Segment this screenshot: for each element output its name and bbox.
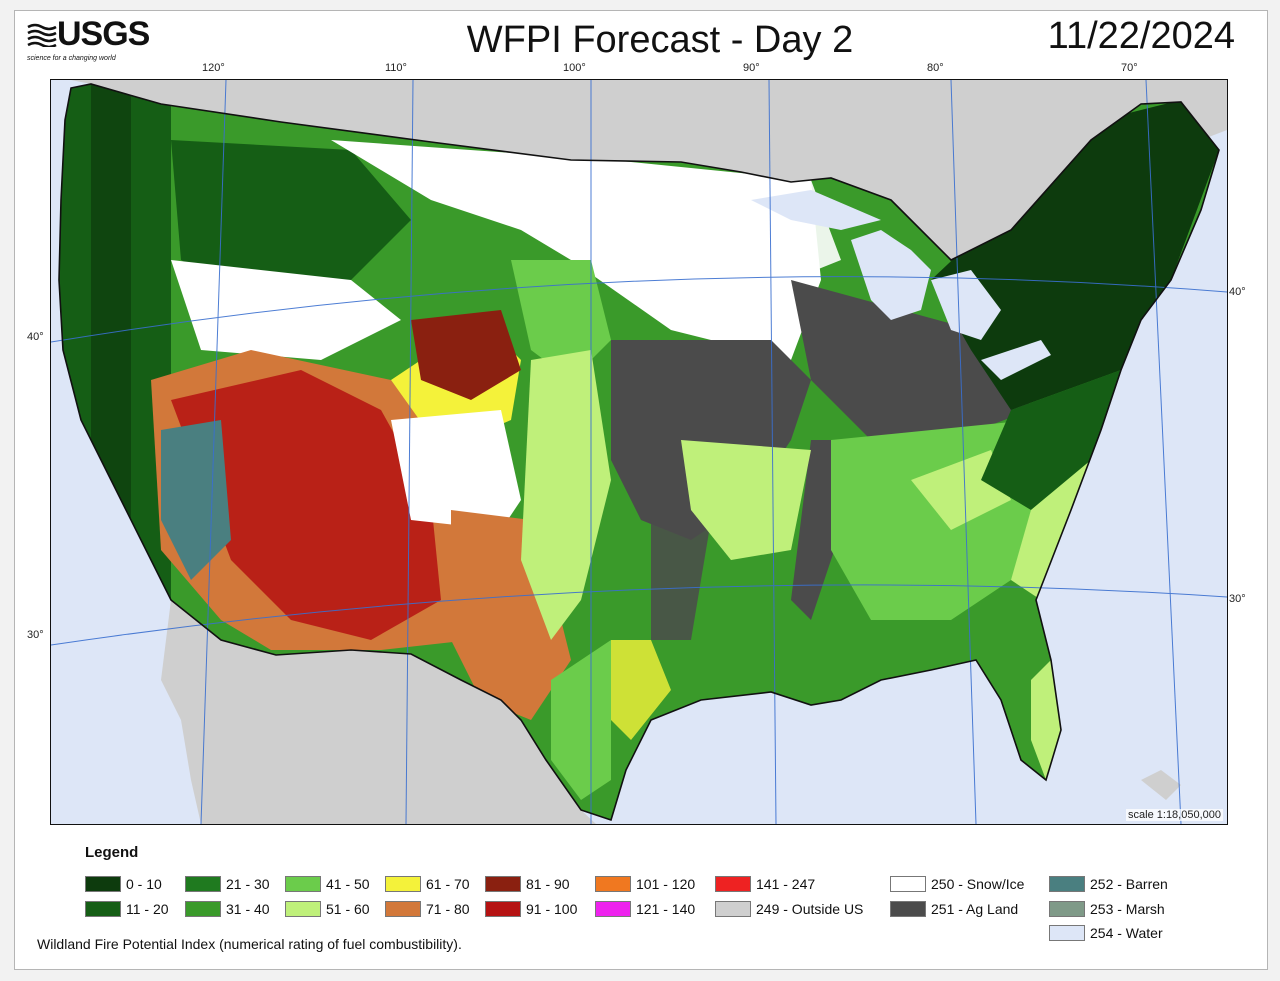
legend-swatch	[485, 901, 521, 917]
longitude-label: 110°	[385, 62, 407, 74]
legend-swatch	[1049, 876, 1085, 892]
legend-label: 81 - 90	[526, 876, 570, 892]
legend-swatch	[185, 876, 221, 892]
legend-label: 249 - Outside US	[756, 901, 864, 917]
legend-label: 254 - Water	[1090, 925, 1163, 941]
map-sheet: USGS science for a changing world WFPI F…	[14, 10, 1268, 970]
map-title: WFPI Forecast - Day 2	[466, 19, 854, 61]
legend-swatch	[185, 901, 221, 917]
legend-item: 51 - 60	[285, 900, 370, 918]
legend-label: 250 - Snow/Ice	[931, 876, 1025, 892]
legend-label: 252 - Barren	[1090, 876, 1168, 892]
legend-swatch	[890, 901, 926, 917]
bahamas-region	[1141, 770, 1181, 800]
latitude-label: 40°	[27, 331, 44, 343]
legend-item: 41 - 50	[285, 875, 370, 893]
legend-label: 121 - 140	[636, 901, 696, 917]
legend-swatch	[385, 901, 421, 917]
legend-item: 91 - 100	[485, 900, 577, 918]
legend-swatch	[890, 876, 926, 892]
lake-huron	[931, 270, 1001, 340]
legend-item: 61 - 70	[385, 875, 470, 893]
legend-label: 21 - 30	[226, 876, 270, 892]
usgs-tagline: science for a changing world	[27, 55, 116, 62]
mexico-region	[161, 600, 596, 824]
latitude-label: 40°	[1229, 286, 1246, 298]
legend-item: 81 - 90	[485, 875, 570, 893]
legend-swatch	[285, 901, 321, 917]
legend-swatch	[385, 876, 421, 892]
legend-item: 253 - Marsh	[1049, 900, 1165, 918]
longitude-label: 70°	[1121, 62, 1138, 74]
lake-michigan	[851, 230, 931, 320]
canada-region	[71, 80, 1227, 280]
legend-label: 11 - 20	[126, 901, 169, 917]
legend-swatch	[485, 876, 521, 892]
legend-item: 31 - 40	[185, 900, 270, 918]
map-panel[interactable]: scale 1:18,050,000	[50, 79, 1228, 825]
legend-swatch	[715, 901, 751, 917]
legend-label: 253 - Marsh	[1090, 901, 1165, 917]
legend-label: 41 - 50	[326, 876, 370, 892]
legend-item: 11 - 20	[85, 900, 169, 918]
latitude-label: 30°	[1229, 593, 1246, 605]
usgs-logo-text: USGS	[57, 15, 150, 53]
legend-swatch	[1049, 901, 1085, 917]
legend-label: 0 - 10	[126, 876, 162, 892]
legend-swatch	[85, 901, 121, 917]
legend-label: 251 - Ag Land	[931, 901, 1019, 917]
legend-label: 61 - 70	[426, 876, 470, 892]
canada-region	[1181, 80, 1227, 140]
legend-item: 71 - 80	[385, 900, 470, 918]
legend-swatch	[85, 876, 121, 892]
legend-label: 91 - 100	[526, 901, 578, 917]
legend-item: 21 - 30	[185, 875, 270, 893]
longitude-label: 120°	[202, 62, 225, 74]
latitude-label: 30°	[27, 629, 44, 641]
longitude-label: 100°	[563, 62, 586, 74]
usgs-wave-icon	[27, 23, 57, 47]
legend-item: 250 - Snow/Ice	[890, 875, 1024, 893]
legend-caption: Wildland Fire Potential Index (numerical…	[37, 936, 462, 952]
legend-label: 101 - 120	[636, 876, 696, 892]
legend-item: 0 - 10	[85, 875, 162, 893]
legend-label: 31 - 40	[226, 901, 270, 917]
forecast-date: 11/22/2024	[1047, 15, 1235, 57]
legend-label: 71 - 80	[426, 901, 470, 917]
map-scale: scale 1:18,050,000	[1126, 809, 1223, 821]
legend-title: Legend	[85, 844, 139, 861]
longitude-label: 90°	[743, 62, 760, 74]
usgs-logo: USGS science for a changing world	[27, 15, 157, 73]
legend-label: 51 - 60	[326, 901, 370, 917]
longitude-label: 80°	[927, 62, 944, 74]
legend-item: 141 - 247	[715, 875, 815, 893]
legend-item: 254 - Water	[1049, 924, 1163, 942]
legend-swatch	[285, 876, 321, 892]
lake-superior	[751, 190, 881, 230]
legend-item: 101 - 120	[595, 875, 695, 893]
legend-swatch	[715, 876, 751, 892]
legend-item: 252 - Barren	[1049, 875, 1168, 893]
legend-swatch	[1049, 925, 1085, 941]
legend-item: 121 - 140	[595, 900, 695, 918]
legend-swatch	[595, 876, 631, 892]
legend-item: 249 - Outside US	[715, 900, 863, 918]
lake-erie	[981, 340, 1051, 380]
us-boundary	[58, 83, 1220, 822]
graticule	[51, 80, 1227, 824]
legend-swatch	[595, 901, 631, 917]
legend-item: 251 - Ag Land	[890, 900, 1018, 918]
legend-label: 141 - 247	[756, 876, 816, 892]
wfpi-map	[51, 80, 1227, 824]
